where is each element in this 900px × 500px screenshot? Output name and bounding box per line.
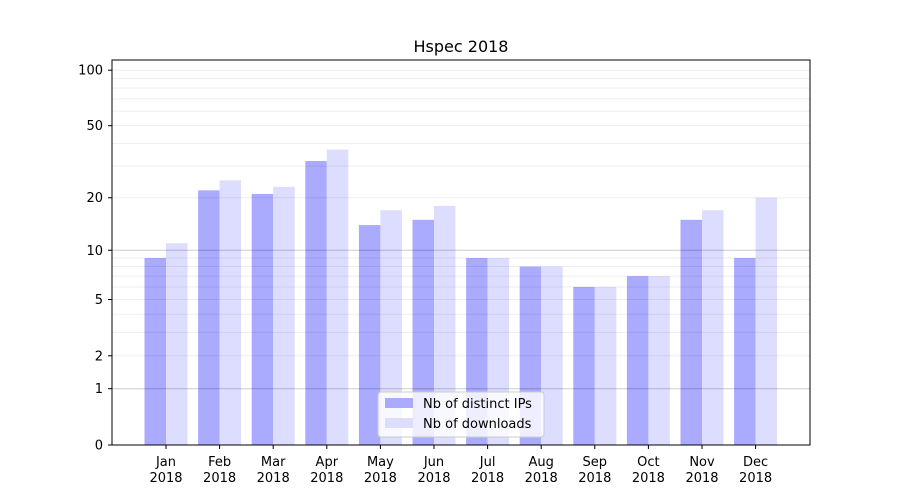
bar-ips-0 — [144, 258, 166, 445]
bar-downloads-8 — [594, 286, 617, 445]
x-tick-label: Dec 2018 — [739, 455, 772, 486]
legend-swatch — [385, 418, 413, 428]
bar-downloads-7 — [541, 266, 563, 445]
bar-ips-2 — [251, 193, 274, 445]
x-tick-label: Nov 2018 — [685, 455, 718, 486]
x-tick-label: Feb 2018 — [203, 455, 236, 486]
legend-label: Nb of distinct IPs — [423, 397, 532, 412]
legend-swatch — [385, 398, 413, 408]
bar-downloads-4 — [380, 210, 402, 445]
x-tick-label: Sep 2018 — [578, 455, 611, 486]
y-tick-label: 2 — [95, 349, 103, 364]
y-tick-label: 1 — [95, 382, 103, 397]
bar-ips-10 — [680, 219, 702, 445]
x-tick-label: May 2018 — [364, 455, 397, 486]
x-tick-label: Aug 2018 — [525, 455, 558, 486]
y-tick-label: 0 — [95, 439, 103, 454]
bar-ips-9 — [626, 276, 649, 445]
y-tick-label: 100 — [78, 64, 103, 79]
legend-label: Nb of downloads — [423, 417, 532, 432]
y-tick-label: 50 — [86, 119, 103, 134]
y-tick-label: 10 — [86, 244, 103, 259]
x-tick-label: Jan 2018 — [149, 455, 182, 486]
bar-ips-5 — [412, 219, 434, 445]
bar-ips-11 — [734, 258, 756, 445]
x-tick-label: Oct 2018 — [632, 455, 665, 486]
x-tick-label: Apr 2018 — [310, 455, 343, 486]
bar-downloads-0 — [166, 243, 188, 445]
y-tick-label: 5 — [95, 293, 103, 308]
bar-downloads-9 — [648, 276, 670, 445]
bar-downloads-2 — [273, 186, 295, 445]
x-tick-label: Jul 2018 — [471, 455, 504, 486]
bar-downloads-3 — [326, 149, 349, 445]
x-tick-label: Mar 2018 — [257, 455, 290, 486]
bar-ips-8 — [573, 286, 595, 445]
bar-ips-3 — [305, 161, 327, 445]
bar-ips-1 — [198, 190, 220, 445]
chart-title: Hspec 2018 — [414, 37, 509, 56]
x-tick-label: Jun 2018 — [417, 455, 450, 486]
legend-box — [377, 391, 545, 438]
bar-ips-4 — [358, 225, 381, 445]
bar-downloads-1 — [219, 180, 242, 446]
bar-downloads-5 — [434, 205, 456, 445]
plot-frame — [111, 59, 811, 446]
legend: Nb of distinct IPs Nb of downloads — [377, 391, 545, 438]
bar-downloads-10 — [702, 210, 724, 445]
bar-downloads-11 — [755, 197, 778, 445]
y-tick-label: 20 — [86, 191, 103, 206]
